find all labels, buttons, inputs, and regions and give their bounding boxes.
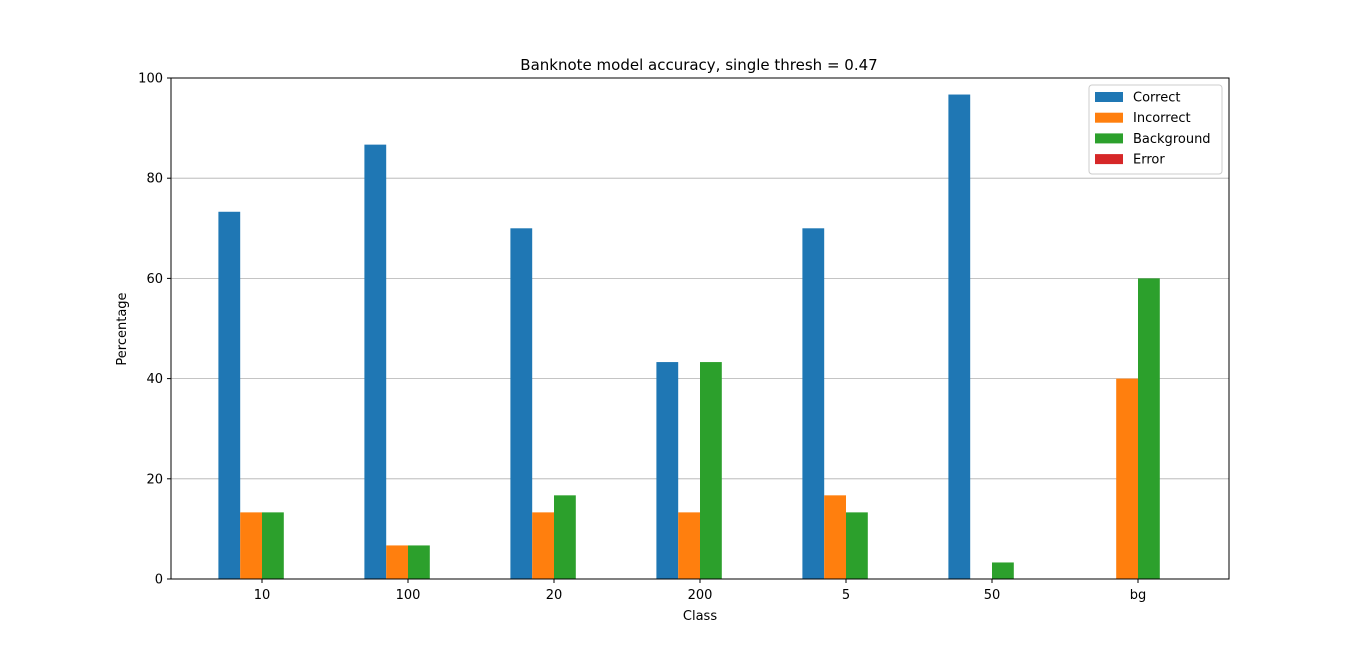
bar-background-5 bbox=[846, 512, 868, 579]
y-tick-label: 80 bbox=[146, 172, 163, 187]
bar-correct-200 bbox=[656, 362, 679, 579]
x-tick-label: 50 bbox=[984, 588, 1001, 603]
legend-swatch-error bbox=[1095, 154, 1123, 165]
legend-swatch-incorrect bbox=[1095, 112, 1123, 123]
y-tick-label: 0 bbox=[155, 573, 163, 588]
legend-label-error: Error bbox=[1133, 153, 1165, 168]
y-tick-label: 20 bbox=[146, 472, 163, 487]
bar-incorrect-100 bbox=[386, 545, 408, 579]
x-tick-label: 200 bbox=[688, 588, 713, 603]
bar-incorrect-10 bbox=[240, 512, 262, 579]
bar-correct-50 bbox=[948, 94, 971, 580]
x-axis: 10 100 20 200 5 50 bg bbox=[254, 579, 1147, 603]
x-tick-label: bg bbox=[1130, 588, 1147, 603]
bar-background-200 bbox=[700, 362, 722, 579]
y-axis: 0 20 40 60 80 100 bbox=[138, 72, 171, 588]
bar-incorrect-bg bbox=[1116, 378, 1138, 579]
legend-label-incorrect: Incorrect bbox=[1133, 111, 1191, 126]
x-tick-label: 100 bbox=[396, 588, 421, 603]
bars bbox=[218, 94, 1160, 580]
bar-correct-100 bbox=[364, 144, 387, 579]
legend-label-correct: Correct bbox=[1133, 91, 1180, 106]
legend-label-background: Background bbox=[1133, 132, 1211, 147]
bar-correct-10 bbox=[218, 211, 241, 579]
bar-correct-5 bbox=[802, 228, 825, 580]
legend-box bbox=[1088, 84, 1223, 175]
bar-background-100 bbox=[408, 545, 430, 579]
x-tick-label: 20 bbox=[546, 588, 563, 603]
y-axis-label: Percentage bbox=[115, 292, 130, 365]
y-tick-label: 100 bbox=[138, 72, 163, 87]
bar-background-10 bbox=[262, 512, 284, 579]
y-tick-label: 60 bbox=[146, 272, 163, 287]
y-tick-label: 40 bbox=[146, 372, 163, 387]
x-tick-label: 5 bbox=[842, 588, 850, 603]
legend-swatch-background bbox=[1095, 133, 1123, 144]
bar-background-bg bbox=[1138, 278, 1160, 579]
chart-title: Banknote model accuracy, single thresh =… bbox=[520, 56, 877, 74]
x-tick-label: 10 bbox=[254, 588, 271, 603]
bar-incorrect-5 bbox=[824, 495, 846, 579]
bar-incorrect-20 bbox=[532, 512, 554, 579]
bar-incorrect-200 bbox=[678, 512, 700, 579]
legend: Correct Incorrect Background Error bbox=[1088, 84, 1223, 175]
bar-background-20 bbox=[554, 495, 576, 579]
x-axis-label: Class bbox=[683, 609, 717, 624]
bar-correct-20 bbox=[510, 228, 533, 580]
bar-background-50 bbox=[992, 562, 1014, 579]
legend-swatch-correct bbox=[1095, 92, 1123, 102]
